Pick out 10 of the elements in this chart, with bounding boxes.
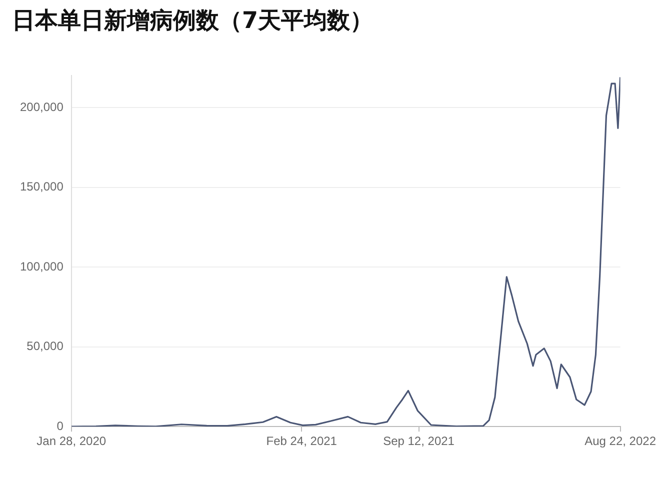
y-tick-label: 150,000 [20, 180, 64, 194]
y-tick-label: 200,000 [20, 100, 64, 114]
x-tick-label: Feb 24, 2021 [266, 434, 338, 448]
y-tick-label: 100,000 [20, 259, 64, 274]
x-tick-label: Aug 22, 2022 [584, 434, 656, 448]
y-tick-label: 50,000 [26, 339, 64, 354]
x-tick-label: Sep 12, 2021 [383, 434, 455, 448]
y-tick-label: 0 [56, 418, 64, 433]
x-tick-label: Jan 28, 2020 [36, 434, 106, 448]
chart-title: 日本单日新增病例数（7天平均数） [12, 6, 374, 34]
